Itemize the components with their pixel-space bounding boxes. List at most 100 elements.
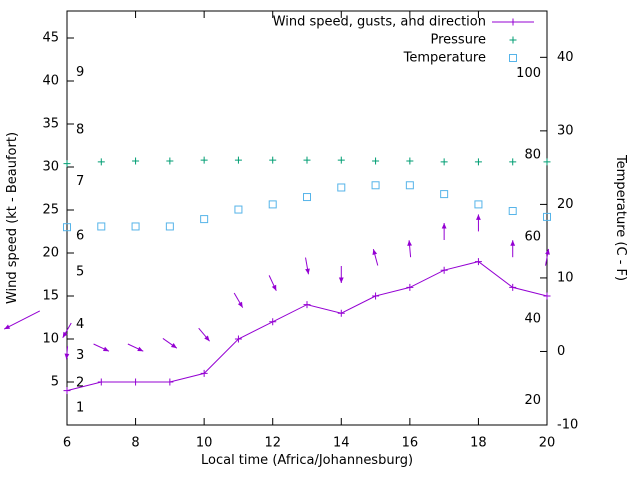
square-marker xyxy=(509,54,517,62)
arrow-head xyxy=(510,240,516,246)
wind-speed-series xyxy=(63,258,551,395)
plus-marker xyxy=(406,157,414,165)
plus-marker xyxy=(372,292,380,300)
x-tick-label: 8 xyxy=(131,436,139,451)
beaufort-scale-labels: 1 2 3 4 5 6 7 8 9 xyxy=(76,65,84,415)
y-left-axis-label: Wind speed (kt - Beaufort) xyxy=(5,132,20,304)
y-right-tick-label: 20 xyxy=(557,197,574,212)
square-marker xyxy=(63,223,71,232)
y-right-axis-label: Temperature (C - F) xyxy=(613,154,628,281)
plus-marker xyxy=(234,156,242,164)
plus-marker xyxy=(269,156,277,164)
y-left-tick-label: 15 xyxy=(42,289,59,304)
y-left-tick-label: 35 xyxy=(42,117,59,132)
square-marker xyxy=(131,222,140,231)
legend-label: Pressure xyxy=(430,33,486,48)
legend-label: Wind speed, gusts, and direction xyxy=(273,15,486,30)
plus-marker xyxy=(509,18,517,26)
beaufort-label: 4 xyxy=(76,317,84,332)
plus-marker xyxy=(474,258,482,266)
y-left-tick-label: 5 xyxy=(51,375,59,390)
fahrenheit-label: 20 xyxy=(524,393,541,408)
legend: Wind speed, gusts, and direction Pressure… xyxy=(273,15,534,66)
square-marker xyxy=(97,222,106,231)
plus-marker xyxy=(406,283,414,291)
x-tick-label: 6 xyxy=(63,436,71,451)
wind-direction-arrow xyxy=(3,310,41,330)
beaufort-label: 9 xyxy=(76,65,84,80)
arrow-head xyxy=(64,353,70,360)
beaufort-label: 3 xyxy=(76,348,84,363)
plus-marker xyxy=(509,158,517,166)
y-left-tick-label: 20 xyxy=(42,246,59,261)
beaufort-label: 7 xyxy=(76,174,84,189)
y-right-ticks: -10 0 10 20 30 40 xyxy=(540,50,578,433)
arrow-head xyxy=(62,331,68,338)
y-right-tick-label: 10 xyxy=(557,270,574,285)
square-marker xyxy=(303,193,311,202)
arrow-head xyxy=(170,343,177,349)
fahrenheit-label: 100 xyxy=(516,66,541,81)
plus-marker xyxy=(132,157,140,165)
x-tick-label: 16 xyxy=(402,436,419,451)
y-left-tick-label: 10 xyxy=(42,332,59,347)
y-left-tick-label: 45 xyxy=(42,31,59,46)
arrow-head xyxy=(102,346,109,352)
beaufort-label: 6 xyxy=(76,228,84,243)
square-marker xyxy=(371,181,380,190)
x-tick-label: 14 xyxy=(333,436,350,451)
fahrenheit-label: 60 xyxy=(524,229,541,244)
plot-frame xyxy=(66,10,548,426)
arrow-head xyxy=(305,268,310,275)
plus-marker xyxy=(166,157,174,165)
arrow-head xyxy=(237,301,243,308)
square-marker xyxy=(200,215,209,224)
plus-marker xyxy=(509,283,517,291)
square-marker xyxy=(474,200,483,209)
beaufort-label: 2 xyxy=(76,375,84,390)
plus-marker xyxy=(337,309,345,317)
square-marker xyxy=(165,222,174,231)
plus-marker xyxy=(97,158,105,166)
arrow-head xyxy=(441,223,447,229)
beaufort-label: 5 xyxy=(76,264,84,279)
plus-marker xyxy=(132,378,140,386)
plus-marker xyxy=(440,158,448,166)
beaufort-label: 8 xyxy=(76,123,84,138)
plus-marker xyxy=(543,158,551,166)
arrow-head xyxy=(338,277,344,284)
plus-marker xyxy=(166,378,174,386)
y-right-tick-label: 30 xyxy=(557,123,574,138)
square-marker xyxy=(337,183,346,192)
plus-marker xyxy=(372,157,380,165)
fahrenheit-label: 40 xyxy=(524,312,541,327)
y-left-tick-label: 40 xyxy=(42,74,59,89)
x-axis-ticks: 6 8 10 12 14 16 18 20 xyxy=(63,11,555,451)
x-tick-label: 20 xyxy=(539,436,556,451)
arrow-head xyxy=(271,284,277,291)
plus-marker xyxy=(543,292,551,300)
plus-marker xyxy=(303,156,311,164)
x-axis-label: Local time (Africa/Johannesburg) xyxy=(201,453,413,468)
square-marker xyxy=(440,190,449,199)
wind-gust-arrows xyxy=(3,214,550,360)
y-right-tick-label: -10 xyxy=(557,418,578,433)
y-left-ticks: 5 10 15 20 25 30 35 40 45 xyxy=(42,31,74,390)
plus-marker xyxy=(63,387,71,395)
square-marker xyxy=(268,200,277,209)
arrow-head xyxy=(4,324,11,330)
beaufort-label: 1 xyxy=(76,400,84,415)
plus-marker xyxy=(440,266,448,274)
arrow-head xyxy=(372,249,378,256)
square-marker xyxy=(543,212,551,221)
pressure-series xyxy=(63,156,551,168)
fahrenheit-scale-labels: 20 40 60 80 100 xyxy=(516,66,541,408)
x-tick-label: 10 xyxy=(196,436,213,451)
square-marker xyxy=(508,207,517,216)
plus-marker xyxy=(200,156,208,164)
fahrenheit-label: 80 xyxy=(524,148,541,163)
plus-marker xyxy=(337,156,345,164)
arrow-head xyxy=(476,214,481,220)
x-tick-label: 12 xyxy=(264,436,281,451)
